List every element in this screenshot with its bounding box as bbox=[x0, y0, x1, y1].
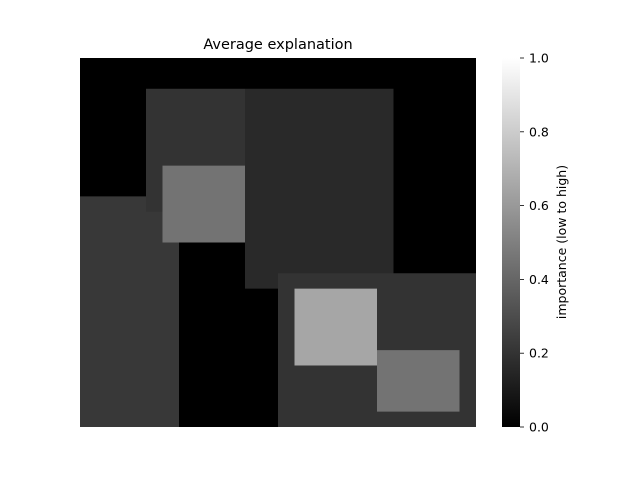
heatmap-region-lower-right-highlight-main bbox=[294, 288, 377, 366]
colorbar-tick-label-4: 0.8 bbox=[529, 124, 549, 139]
heatmap-region-upper-left-highlight bbox=[162, 165, 245, 243]
heatmap-region-lower-right-highlight-secondary bbox=[377, 350, 460, 412]
colorbar-tick-label-0: 0.0 bbox=[529, 420, 549, 435]
colorbar-tick-label-2: 0.4 bbox=[529, 272, 549, 287]
chart-title: Average explanation bbox=[203, 37, 352, 53]
heatmap bbox=[80, 58, 476, 427]
colorbar-tick-label-5: 1.0 bbox=[529, 51, 549, 66]
colorbar bbox=[502, 58, 520, 427]
heatmap-region-central-curved-band bbox=[245, 88, 394, 289]
colorbar-ticks: 0.0 0.2 0.4 0.6 0.8 1.0 bbox=[520, 51, 549, 435]
colorbar-label: importance (low to high) bbox=[554, 165, 569, 319]
colorbar-tick-label-3: 0.6 bbox=[529, 198, 549, 213]
colorbar-tick-label-1: 0.2 bbox=[529, 346, 549, 361]
